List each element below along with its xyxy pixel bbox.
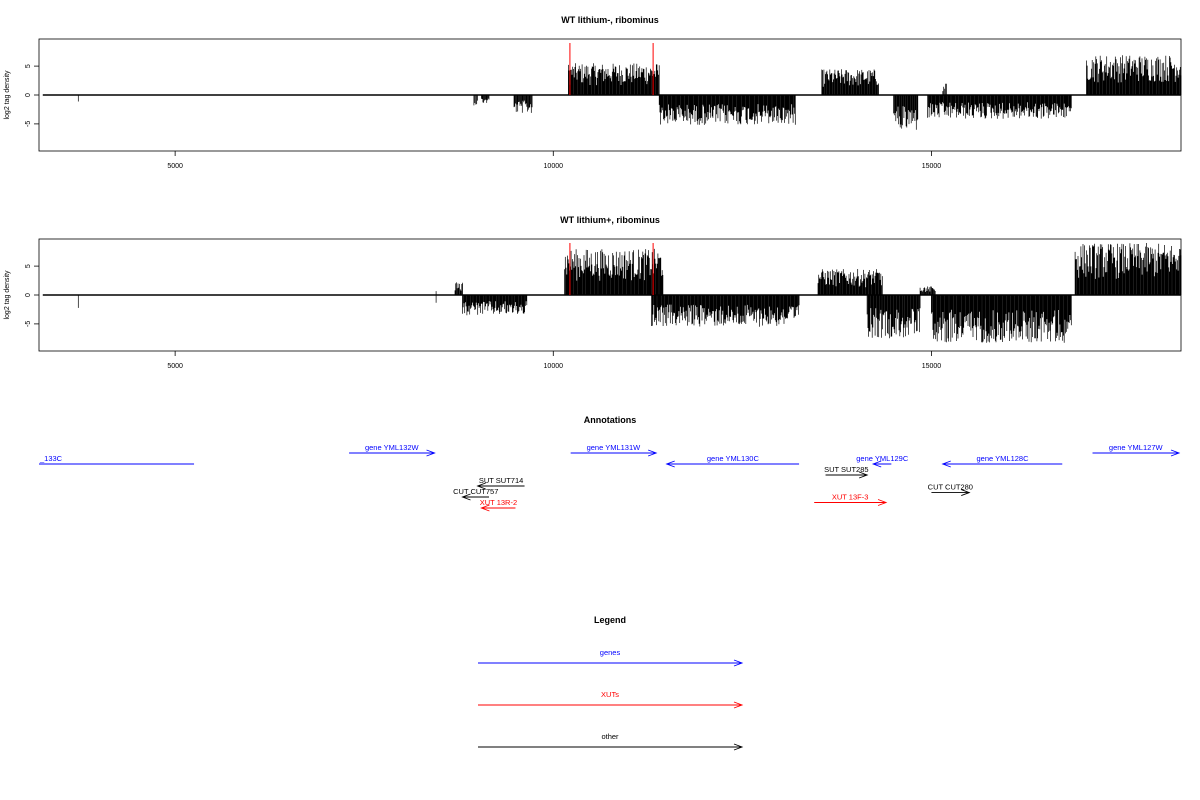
x-tick-label: 5000 [167, 363, 183, 370]
density-bars [866, 295, 921, 339]
x-tick-label: 15000 [922, 163, 942, 170]
panel-lithium-plus: WT lithium+, ribominus log2 tag density … [4, 215, 1182, 370]
annotation-feature: CUT CUT757 [453, 487, 498, 501]
density-bars [919, 286, 936, 295]
legend-entries: genes XUTs other [478, 648, 744, 751]
annotation-label: CUT CUT757 [453, 487, 498, 496]
annotation-feature: _133C [39, 454, 195, 465]
annotation-label: XUT 13R-2 [480, 498, 517, 507]
legend-entry: genes [478, 648, 744, 667]
annotation-label: _133C [39, 454, 63, 463]
legend-entry: XUTs [478, 690, 744, 709]
annotation-feature: gene YML128C [941, 454, 1063, 468]
density-bars [1086, 55, 1182, 95]
arrow-head [480, 504, 490, 512]
annotation-feature: gene YML129C [856, 454, 909, 468]
arrow-head [647, 449, 658, 457]
arrow-head [461, 493, 471, 501]
panel-title: WT lithium-, ribominus [561, 15, 659, 25]
legend-title: Legend [594, 615, 626, 625]
legend-label: other [601, 732, 619, 741]
density-bars [1074, 243, 1182, 295]
x-tick-label: 15000 [922, 363, 942, 370]
annotations-title: Annotations [584, 415, 637, 425]
arrow-head [733, 701, 744, 709]
annotation-label: gene YML130C [707, 454, 760, 463]
density-bars [817, 269, 883, 295]
annotation-label: gene YML128C [977, 454, 1030, 463]
panel-lithium-minus: WT lithium-, ribominus log2 tag density … [4, 15, 1182, 170]
arrow-head [476, 482, 486, 490]
y-axis-label: log2 tag density [4, 270, 11, 320]
density-bars [513, 95, 533, 113]
density-bars [454, 282, 463, 295]
y-tick-label: 5 [25, 64, 32, 68]
y-axis-label: log2 tag density [4, 70, 11, 120]
annotation-feature: SUT SUT285 [824, 465, 869, 479]
arrow-head [858, 471, 869, 479]
legend-entry: other [478, 732, 744, 751]
annotation-feature: XUT 13F-3 [814, 493, 888, 506]
density-bars [927, 95, 1072, 119]
annotation-label: XUT 13F-3 [832, 493, 869, 502]
annotation-label: SUT SUT285 [824, 465, 868, 474]
annotation-feature: XUT 13R-2 [480, 498, 517, 512]
annotation-label: CUT CUT280 [928, 483, 973, 492]
x-tick-label: 10000 [544, 363, 564, 370]
y-tick-label: 0 [25, 93, 32, 97]
arrow-head [665, 460, 675, 468]
arrow-head [733, 659, 744, 667]
annotation-feature: gene YML130C [665, 454, 800, 468]
y-tick-label: -5 [25, 321, 32, 327]
arrow-head [1170, 449, 1181, 457]
density-bars [473, 95, 478, 106]
density-bars [564, 248, 664, 295]
density-bars [893, 95, 919, 130]
density-bars [481, 95, 490, 103]
legend: Legend genes XUTs other [478, 615, 744, 751]
density-bars [568, 63, 660, 95]
annotation-feature: gene YML132W [349, 443, 436, 457]
density-bars [942, 83, 947, 95]
annotation-feature: SUT SUT714 [476, 476, 525, 490]
annotation-feature: gene YML131W [570, 443, 658, 457]
arrow-head [961, 489, 971, 497]
arrow-head [733, 743, 744, 751]
legend-label: genes [600, 648, 621, 657]
plot-body: 5000 10000 15000 -5 0 5 [25, 43, 1182, 170]
annotation-label: gene YML131W [587, 443, 642, 452]
legend-label: XUTs [601, 690, 619, 699]
annotations-track: Annotations _133C gene YML132W gene YML131… [39, 415, 1181, 512]
x-tick-label: 10000 [544, 163, 564, 170]
density-bars [821, 69, 879, 95]
annotation-label: gene YML127W [1109, 443, 1164, 452]
plot-body: 5000 10000 15000 -5 0 5 [25, 243, 1182, 370]
arrow-head [877, 499, 888, 506]
density-bars [931, 295, 1072, 343]
annotation-label: gene YML129C [856, 454, 909, 463]
arrow-head [941, 460, 951, 468]
annotation-label: SUT SUT714 [479, 476, 523, 485]
annotation-label: gene YML132W [365, 443, 420, 452]
density-bars [651, 295, 800, 327]
arrow-head [871, 460, 882, 468]
panel-title: WT lithium+, ribominus [560, 215, 660, 225]
density-bars [462, 295, 528, 316]
annotation-feature: CUT CUT280 [928, 483, 973, 497]
arrow-head [426, 449, 436, 457]
y-tick-label: 5 [25, 264, 32, 268]
annotation-feature: gene YML127W [1092, 443, 1181, 457]
y-tick-label: 0 [25, 293, 32, 297]
density-bars [658, 95, 796, 125]
x-tick-label: 5000 [167, 163, 183, 170]
annotation-features: _133C gene YML132W gene YML131W gene YML130… [39, 443, 1181, 512]
y-tick-label: -5 [25, 121, 32, 127]
